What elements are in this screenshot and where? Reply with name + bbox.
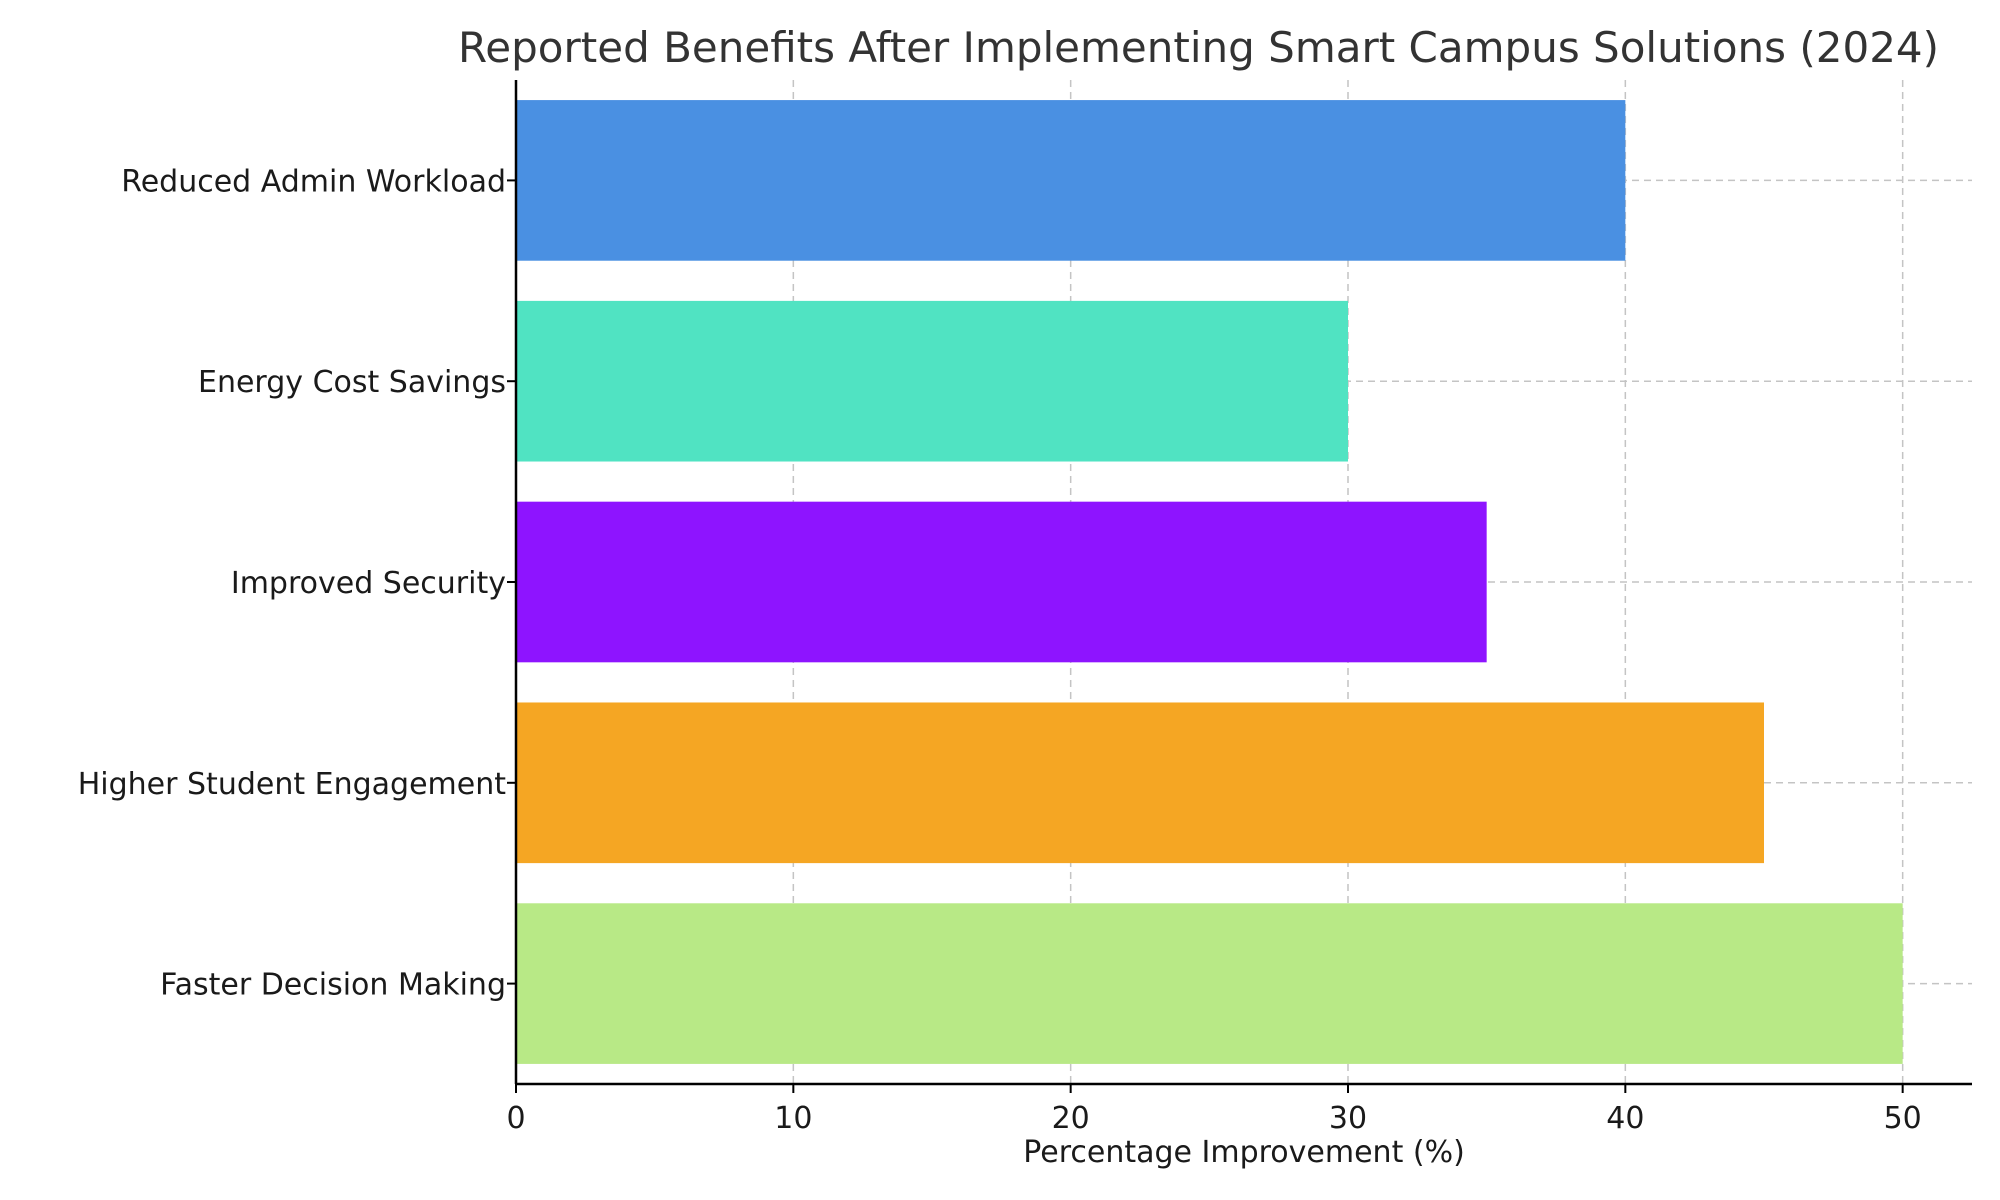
y-axis-ticks: Reduced Admin Workload Energy Cost Saving…: [78, 164, 516, 1003]
y-tick-label: Higher Student Engagement: [78, 767, 506, 802]
x-tick-label: 30: [1329, 1101, 1367, 1136]
y-tick-label: Faster Decision Making: [160, 968, 506, 1003]
x-tick-label: 10: [774, 1101, 812, 1136]
x-axis-label: Percentage Improvement (%): [1023, 1135, 1465, 1170]
chart-title: Reported Benefits After Implementing Sma…: [458, 23, 1939, 72]
bar-energy-cost-savings: [516, 300, 1348, 462]
x-tick-label: 50: [1884, 1101, 1922, 1136]
y-tick-label: Energy Cost Savings: [198, 365, 506, 400]
bars: [516, 100, 1903, 1064]
bar-higher-student-engagement: [516, 702, 1764, 864]
bar-improved-security: [516, 501, 1487, 663]
x-axis-ticks: 0 10 20 30 40 50: [506, 1084, 1922, 1136]
x-tick-label: 40: [1606, 1101, 1644, 1136]
x-tick-label: 20: [1052, 1101, 1090, 1136]
bar-faster-decision-making: [516, 903, 1903, 1064]
y-tick-label: Improved Security: [231, 566, 506, 601]
y-tick-label: Reduced Admin Workload: [121, 164, 506, 199]
bar-reduced-admin-workload: [516, 100, 1626, 261]
x-tick-label: 0: [506, 1101, 525, 1136]
